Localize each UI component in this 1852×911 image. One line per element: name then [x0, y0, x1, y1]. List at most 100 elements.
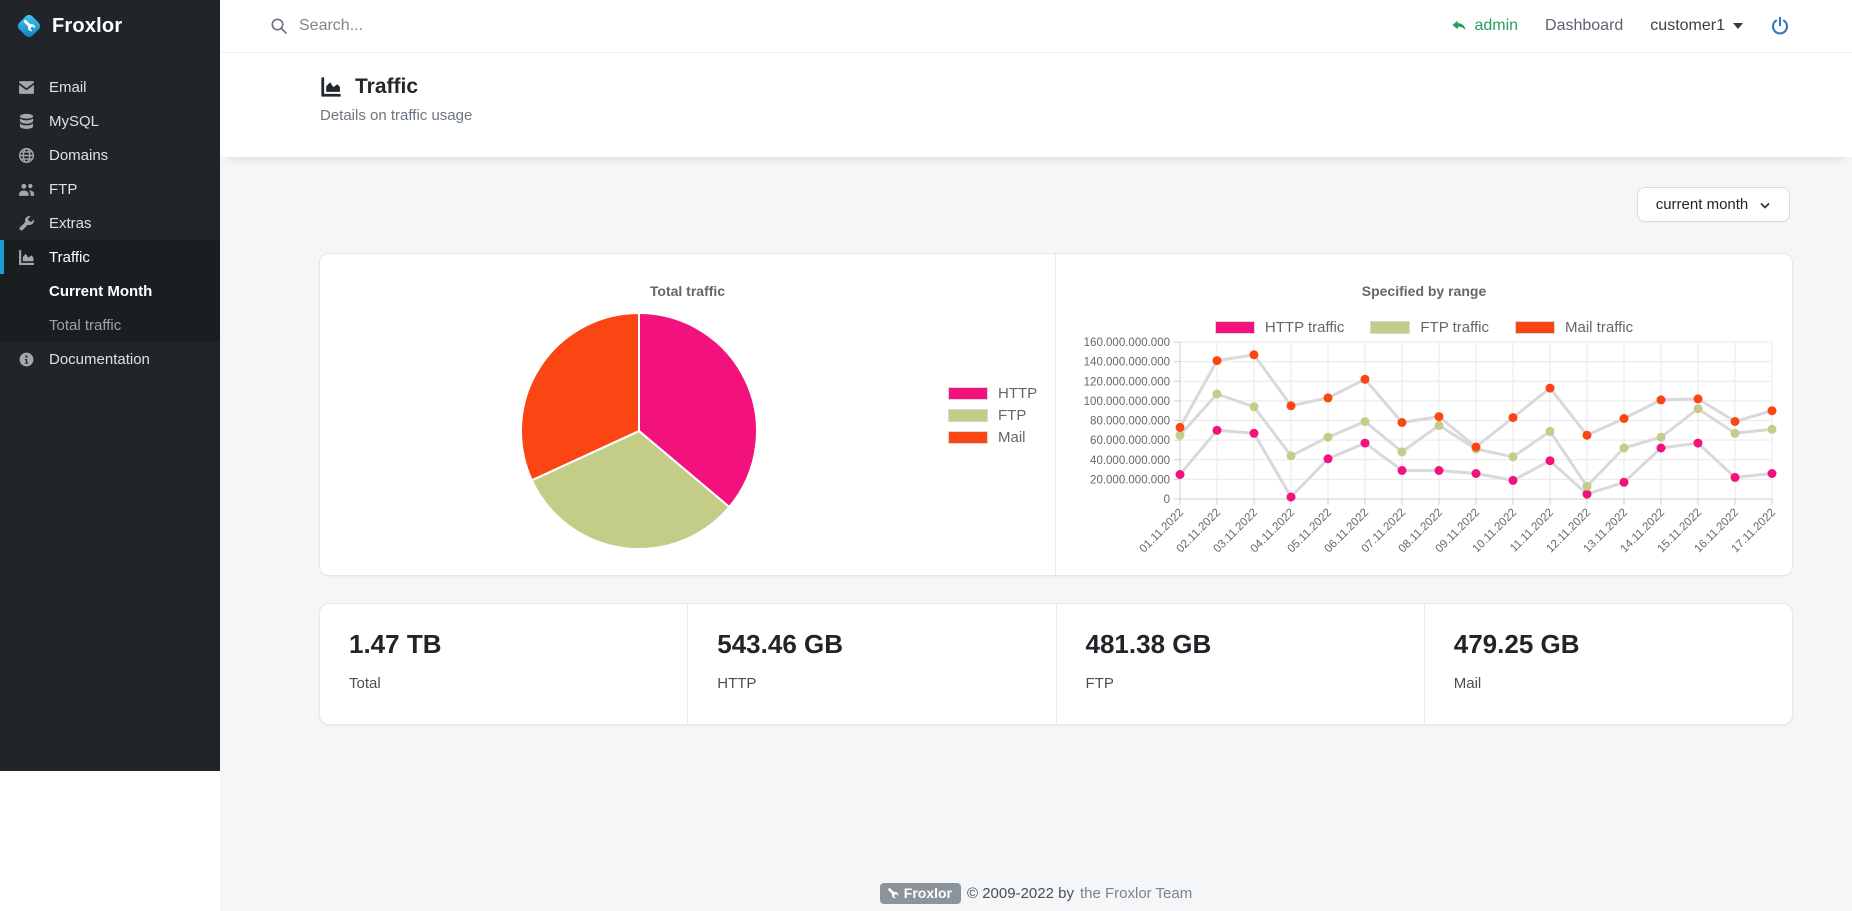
data-point-ftp-traffic[interactable]	[1249, 402, 1259, 412]
y-axis-label: 40.000.000.000	[1090, 455, 1170, 467]
sidebar-item-label: Traffic	[49, 248, 90, 266]
data-point-http-traffic[interactable]	[1212, 425, 1222, 435]
line-chart-legend: HTTP traffic FTP traffic Mail traffic	[1056, 316, 1792, 338]
data-point-http-traffic[interactable]	[1471, 469, 1481, 478]
data-point-ftp-traffic[interactable]	[1323, 432, 1333, 442]
range-select[interactable]: current month	[1637, 187, 1790, 222]
stat-card-total: 1.47 TB Total	[320, 604, 687, 724]
sidebar-subitem-current-month[interactable]: Current Month	[0, 274, 220, 308]
data-point-http-traffic[interactable]	[1730, 472, 1740, 482]
data-point-ftp-traffic[interactable]	[1508, 452, 1518, 462]
data-point-mail-traffic[interactable]	[1767, 406, 1777, 416]
data-point-ftp-traffic[interactable]	[1286, 451, 1296, 461]
search-input[interactable]	[299, 17, 619, 35]
data-point-mail-traffic[interactable]	[1656, 395, 1666, 405]
data-point-mail-traffic[interactable]	[1471, 442, 1481, 452]
data-point-mail-traffic[interactable]	[1730, 417, 1740, 426]
customer-dropdown[interactable]: customer1	[1650, 17, 1743, 35]
data-point-mail-traffic[interactable]	[1360, 374, 1370, 384]
legend-item[interactable]: Mail traffic	[1515, 316, 1633, 338]
data-point-http-traffic[interactable]	[1249, 428, 1259, 438]
data-point-mail-traffic[interactable]	[1397, 418, 1407, 427]
data-point-ftp-traffic[interactable]	[1397, 447, 1407, 457]
data-point-mail-traffic[interactable]	[1693, 394, 1703, 404]
data-point-mail-traffic[interactable]	[1286, 401, 1296, 411]
data-point-http-traffic[interactable]	[1397, 466, 1407, 475]
users-icon	[18, 181, 35, 198]
legend-label: FTP	[998, 406, 1027, 424]
sidebar-item-documentation[interactable]: Documentation	[0, 342, 220, 376]
data-point-ftp-traffic[interactable]	[1619, 443, 1629, 453]
data-point-ftp-traffic[interactable]	[1730, 428, 1740, 438]
data-point-http-traffic[interactable]	[1286, 492, 1296, 502]
legend-item[interactable]: HTTP traffic	[1214, 316, 1344, 338]
data-point-mail-traffic[interactable]	[1434, 412, 1444, 422]
caret-down-icon	[1733, 23, 1743, 29]
pie-slice-http[interactable]	[638, 311, 758, 509]
data-point-ftp-traffic[interactable]	[1545, 426, 1555, 436]
data-point-http-traffic[interactable]	[1619, 477, 1629, 487]
pie-slice-mail[interactable]	[520, 311, 640, 482]
stat-label: Mail	[1453, 675, 1482, 692]
data-point-http-traffic[interactable]	[1508, 475, 1518, 485]
sidebar-item-extras[interactable]: Extras	[0, 206, 220, 240]
footer-team-link[interactable]: the Froxlor Team	[1079, 885, 1193, 902]
footer-version-badge[interactable]: Froxlor	[879, 883, 961, 904]
sidebar-item-email[interactable]: Email	[0, 70, 220, 104]
legend-item[interactable]: Mail	[948, 426, 1037, 448]
data-point-http-traffic[interactable]	[1582, 489, 1592, 499]
legend-label: Mail	[998, 428, 1026, 446]
data-point-ftp-traffic[interactable]	[1693, 404, 1703, 414]
data-point-mail-traffic[interactable]	[1619, 414, 1629, 423]
sidebar-item-mysql[interactable]: MySQL	[0, 104, 220, 138]
data-point-mail-traffic[interactable]	[1323, 393, 1333, 403]
search-icon	[271, 18, 287, 34]
page-header: Traffic Details on traffic usage	[220, 53, 1852, 157]
data-point-http-traffic[interactable]	[1767, 469, 1777, 478]
legend-item[interactable]: FTP traffic	[1370, 316, 1489, 338]
stat-card-ftp: 481.38 GB FTP	[1055, 604, 1424, 724]
data-point-ftp-traffic[interactable]	[1767, 424, 1777, 434]
pie-slice-ftp[interactable]	[530, 429, 731, 550]
globe-icon	[18, 147, 35, 164]
total-traffic-pie-chart[interactable]	[516, 308, 762, 554]
data-point-http-traffic[interactable]	[1656, 443, 1666, 453]
traffic-by-range-line-chart[interactable]: 0 20.000.000.000 40.000.000.000 60.000.000.…	[1056, 334, 1792, 577]
data-point-mail-traffic[interactable]	[1545, 383, 1555, 393]
data-point-ftp-traffic[interactable]	[1582, 481, 1592, 491]
admin-link[interactable]: admin	[1451, 17, 1518, 35]
data-point-mail-traffic[interactable]	[1249, 350, 1259, 360]
sidebar-item-label: Domains	[49, 146, 109, 164]
legend-swatch	[1370, 320, 1411, 334]
data-point-http-traffic[interactable]	[1323, 454, 1333, 464]
sidebar-subitem-label: Current Month	[49, 282, 153, 300]
data-point-ftp-traffic[interactable]	[1434, 420, 1444, 430]
page-subtitle: Details on traffic usage	[320, 107, 473, 124]
dashboard-link[interactable]: Dashboard	[1545, 17, 1624, 34]
data-point-ftp-traffic[interactable]	[1212, 389, 1222, 399]
data-point-http-traffic[interactable]	[1434, 466, 1444, 475]
data-point-ftp-traffic[interactable]	[1656, 432, 1666, 442]
legend-item[interactable]: FTP	[948, 404, 1037, 426]
data-point-mail-traffic[interactable]	[1212, 356, 1222, 366]
data-point-http-traffic[interactable]	[1175, 470, 1185, 479]
footer-copyright: © 2009-2022 by	[967, 885, 1074, 902]
data-point-mail-traffic[interactable]	[1582, 430, 1592, 440]
data-point-ftp-traffic[interactable]	[1175, 430, 1185, 440]
data-point-http-traffic[interactable]	[1360, 438, 1370, 448]
data-point-mail-traffic[interactable]	[1508, 413, 1518, 423]
y-axis-label: 140.000.000.000	[1084, 357, 1170, 369]
data-point-http-traffic[interactable]	[1545, 456, 1555, 466]
sidebar-item-traffic[interactable]: Traffic	[0, 240, 220, 274]
traffic-stats-panel: 1.47 TB Total 543.46 GB HTTP 481.38 GB FTP 479…	[319, 603, 1793, 725]
data-point-ftp-traffic[interactable]	[1360, 417, 1370, 426]
logout-power-button[interactable]	[1770, 16, 1790, 36]
legend-item[interactable]: HTTP	[948, 382, 1037, 404]
sidebar-subitem-total-traffic[interactable]: Total traffic	[0, 308, 220, 342]
sidebar-item-ftp[interactable]: FTP	[0, 172, 220, 206]
brand-logo[interactable]: Froxlor	[0, 0, 220, 52]
data-point-http-traffic[interactable]	[1693, 438, 1703, 448]
stat-value: 543.46 GB	[717, 629, 843, 659]
data-point-mail-traffic[interactable]	[1175, 422, 1185, 432]
sidebar-item-domains[interactable]: Domains	[0, 138, 220, 172]
